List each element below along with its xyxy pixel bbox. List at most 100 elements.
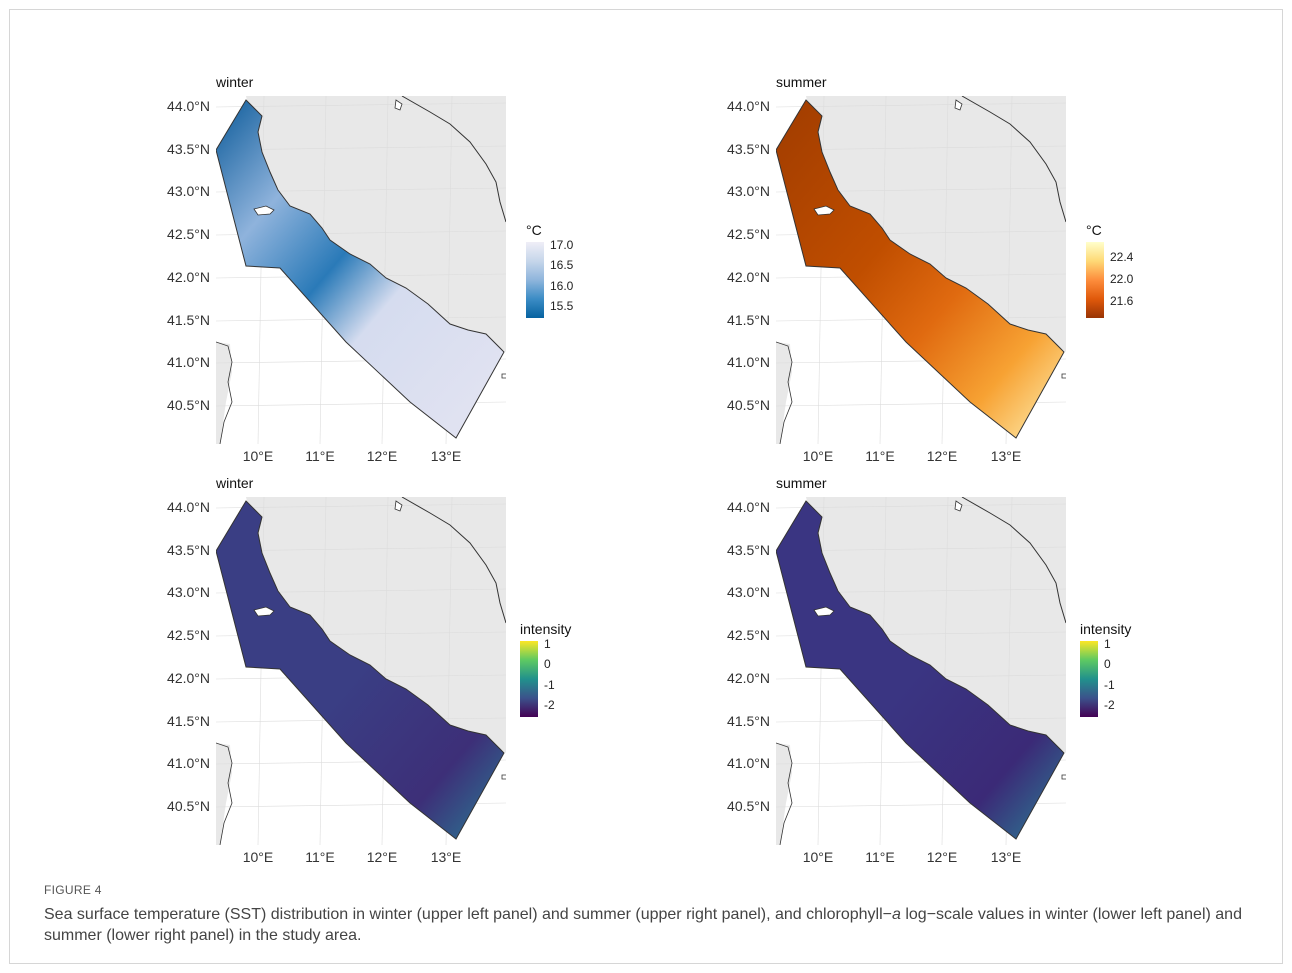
y-tick-label: 41.0°N [727,755,770,771]
coastline [401,96,506,223]
x-tick-label: 10°E [242,849,274,865]
island-small [954,99,963,111]
island-small [1061,373,1066,379]
figure-caption: Sea surface temperature (SST) distributi… [44,904,1254,946]
coastline [961,497,1066,624]
island-small [394,500,403,512]
legend-tick: 22.0 [1110,272,1134,286]
y-tick-label: 44.0°N [167,499,210,515]
panel-title: winter [216,475,254,491]
island-small [501,774,506,780]
map-svg [216,497,506,845]
map-svg [776,96,1066,444]
land-sardinia [216,342,232,444]
panel-sst-summer: summer 44.0°N 43.5°N 43.0°N 42.5°N 42.0°N 41.5… [710,72,1160,472]
y-tick-label: 42.0°N [727,269,770,285]
land-italy [246,96,506,352]
x-tick-label: 12°E [926,448,958,464]
x-tick-label: 10°E [242,448,274,464]
caption-text-2: log−scale values in winter (lower left p… [44,906,1242,944]
y-tick-label: 43.5°N [167,542,210,558]
legend-tick: 16.0 [550,278,574,293]
study-area-sea [216,99,505,439]
island-elba [813,205,835,216]
legend-colorbar [526,242,544,318]
legend-tick: -2 [1104,697,1115,712]
y-tick-label: 42.5°N [727,627,770,643]
y-tick-label: 44.0°N [167,98,210,114]
x-tick-label: 10°E [802,448,834,464]
legend-tick: 22.4 [1110,250,1134,264]
land-italy [806,96,1066,352]
legend-title: °C [526,222,542,238]
y-tick-label: 40.5°N [727,798,770,814]
legend-title: intensity [1080,621,1132,637]
land-italy [806,497,1066,753]
figure-label: FIGURE 4 [44,883,102,897]
x-tick-label: 10°E [802,849,834,865]
legend-tick: 21.6 [1110,294,1134,308]
coastline-sardinia [216,742,233,845]
x-tick-label: 11°E [305,849,335,865]
x-tick-label: 13°E [430,448,462,464]
x-tick-label: 11°E [305,448,335,464]
y-tick-label: 43.5°N [167,141,210,157]
coastline [401,497,506,624]
x-tick-label: 12°E [926,849,958,865]
y-tick-label: 42.0°N [167,670,210,686]
y-tick-label: 42.5°N [167,627,210,643]
study-area-sea [776,500,1065,840]
panel-title: winter [216,74,254,90]
x-tick-label: 12°E [366,448,398,464]
y-tick-label: 41.5°N [167,312,210,328]
land-sardinia [776,342,792,444]
x-tick-label: 13°E [430,849,462,865]
y-tick-label: 41.0°N [167,755,210,771]
y-tick-label: 41.5°N [727,713,770,729]
island-elba [253,205,275,216]
panel-chl-winter: winter 44.0°N 43.5°N 43.0°N 42.5°N 42.0°N 41.5… [150,473,600,873]
legend-tick: 15.5 [550,298,574,313]
legend-colorbar [520,641,538,717]
y-tick-label: 41.0°N [727,354,770,370]
study-area-sea [216,500,505,840]
y-tick-label: 43.5°N [727,542,770,558]
legend-colorbar [1086,242,1104,318]
island-small [394,99,403,111]
y-tick-label: 42.5°N [727,226,770,242]
coastline [961,96,1066,223]
caption-text-1: Sea surface temperature (SST) distributi… [44,906,892,923]
legend-colorbar [1080,641,1098,717]
y-tick-label: 44.0°N [727,98,770,114]
y-tick-label: 40.5°N [167,798,210,814]
island-small [501,373,506,379]
y-tick-label: 40.5°N [167,397,210,413]
island-elba [813,606,835,617]
y-tick-label: 41.0°N [167,354,210,370]
figure-frame [9,9,1283,964]
y-tick-label: 40.5°N [727,397,770,413]
land-italy [246,497,506,753]
x-tick-label: 13°E [990,448,1022,464]
island-small [1061,774,1066,780]
island-small [954,500,963,512]
legend-title: intensity [520,621,572,637]
legend-tick: 1 [544,637,551,651]
land-sardinia [776,743,792,845]
map-svg [216,96,506,444]
y-tick-label: 41.5°N [727,312,770,328]
legend-tick: -1 [1104,677,1115,692]
panel-title: summer [776,74,827,90]
legend-title: °C [1086,222,1102,238]
y-tick-label: 44.0°N [727,499,770,515]
x-tick-label: 11°E [865,448,895,464]
legend-tick: 17.0 [550,238,574,252]
legend-tick: 0 [544,657,551,672]
legend-tick: 16.5 [550,258,574,273]
x-tick-label: 13°E [990,849,1022,865]
study-area-sea [776,99,1065,439]
land-sardinia [216,743,232,845]
y-tick-label: 43.0°N [167,584,210,600]
legend-tick: -1 [544,677,555,692]
caption-text-italic: a [891,906,901,923]
